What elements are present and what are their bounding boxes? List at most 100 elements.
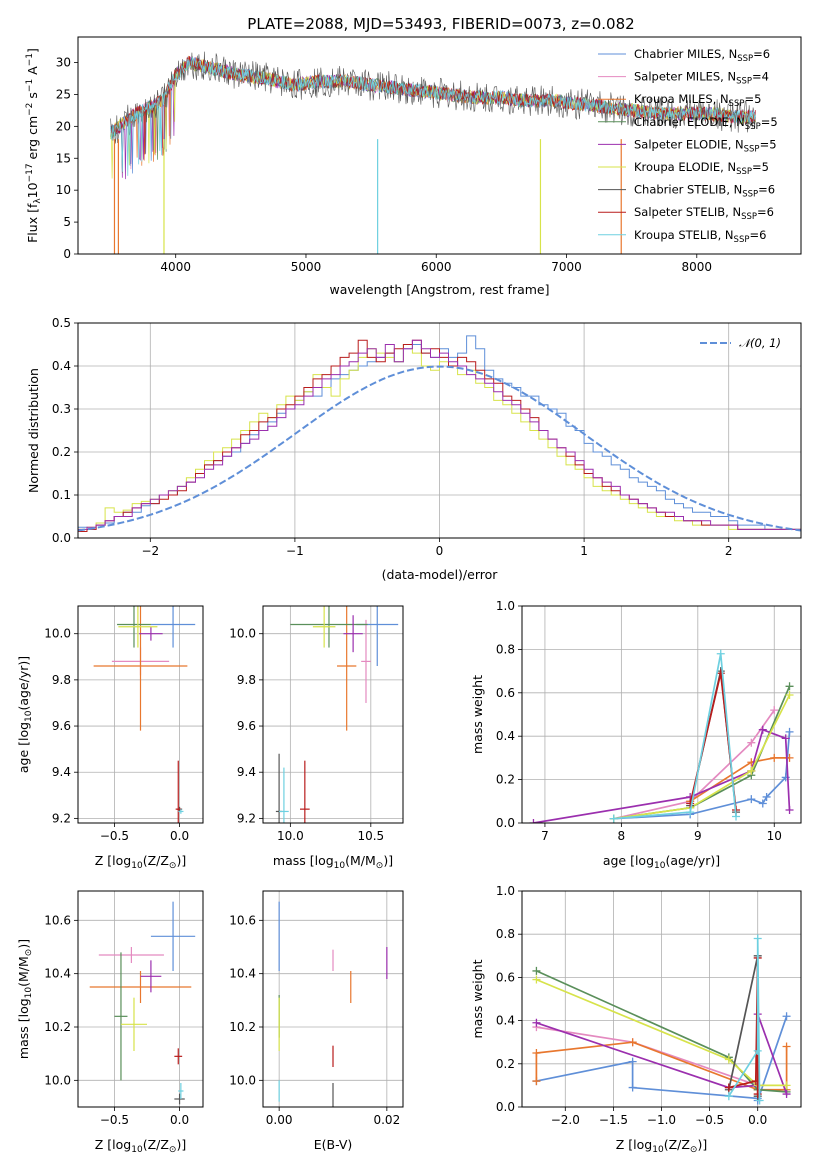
y-tick-label: 1.0: [496, 599, 515, 613]
weight-marker: [747, 795, 756, 804]
axes-mass-vs-Z: −0.5 0.0 10.0 10.2 10.4 10.6: [44, 891, 203, 1127]
weight-marker: [532, 975, 541, 984]
plot-area-residual-hist: [78, 335, 801, 538]
y-tick-label: 9.8: [237, 673, 256, 687]
weight-marker: [724, 1092, 733, 1101]
plot-area-weight-vs-age: [529, 649, 794, 823]
histogram-series: [78, 339, 801, 538]
legend-label: Salpeter MILES, NSSP=4: [634, 70, 769, 87]
x-axis-label: Z [log10(Z/Z⊙)]: [95, 1137, 186, 1155]
weight-marker: [782, 1012, 791, 1021]
weight-marker: [747, 766, 756, 775]
spectrum-line: [110, 56, 756, 176]
legend-label: 𝒩(0, 1): [739, 336, 781, 350]
errorbar-point: [300, 760, 310, 823]
y-tick-label: 0.2: [52, 445, 71, 459]
errorbar-point: [337, 606, 357, 731]
normal-curve: [78, 365, 801, 532]
y-tick-label: 0.0: [496, 816, 515, 830]
y-tick-label: 10.6: [229, 913, 256, 927]
x-tick-label: 6000: [421, 260, 452, 274]
y-tick-label: 15: [56, 151, 71, 165]
x-tick-label: −1: [286, 544, 304, 558]
weight-marker: [628, 1057, 637, 1066]
errorbar-point: [178, 809, 184, 814]
legend-label: Kroupa STELIB, NSSP=6: [634, 228, 766, 245]
x-tick-label: −2.0: [551, 1113, 580, 1127]
legend-label: Chabrier STELIB, NSSP=6: [634, 183, 775, 200]
x-tick-label: 0.0: [170, 829, 189, 843]
weight-marker: [755, 1096, 764, 1105]
axes-frame-age-vs-mass: [262, 605, 404, 824]
plot-area-mass-vs-Z: [89, 901, 196, 1105]
y-tick-label: 9.6: [52, 719, 71, 733]
x-tick-label: 0.00: [266, 1113, 293, 1127]
weight-marker: [732, 812, 741, 821]
x-axis-label: Z [log10(Z/Z⊙)]: [616, 1137, 707, 1155]
errorbar-point: [114, 952, 128, 1081]
weight-marker: [628, 1083, 637, 1092]
weight-marker: [716, 669, 725, 678]
weight-marker: [751, 1077, 760, 1086]
legend-label: Chabrier ELODIE, NSSP=5: [634, 115, 778, 132]
errorbar-point: [361, 619, 371, 703]
errorbar-point: [93, 606, 188, 731]
weight-marker: [686, 799, 695, 808]
spectrum-line: [110, 51, 756, 173]
y-tick-label: 9.2: [237, 811, 256, 825]
y-tick-label: 5: [63, 215, 71, 229]
axes-frame-mass-vs-Z: [77, 890, 204, 1108]
errorbar-point: [343, 615, 363, 653]
x-tick-label: 2: [725, 544, 733, 558]
plot-area-age-vs-mass: [275, 606, 399, 823]
weight-marker: [781, 734, 790, 743]
weight-marker: [532, 966, 541, 975]
x-tick-label: −1.5: [599, 1113, 628, 1127]
axes-frame-weight-vs-Z: [521, 890, 802, 1108]
x-tick-label: 0.0: [170, 1113, 189, 1127]
errorbar-point: [312, 606, 336, 648]
y-axis-label: mass [log10(M/M⊙)]: [16, 939, 34, 1059]
weight-marker: [716, 649, 725, 658]
errorbar-point: [175, 760, 181, 823]
errorbar-point: [150, 606, 196, 648]
errorbar-point: [279, 767, 289, 823]
y-tick-label: 10.0: [44, 1073, 71, 1087]
weight-marker: [762, 792, 771, 801]
weight-marker: [724, 1083, 733, 1092]
errorbar-point: [98, 947, 164, 963]
y-tick-label: 0.5: [52, 316, 71, 330]
y-tick-label: 0.2: [496, 1057, 515, 1071]
weight-marker: [758, 799, 767, 808]
errorbar-point: [174, 1048, 183, 1065]
x-tick-label: 10: [767, 829, 782, 843]
y-tick-label: 0.8: [496, 927, 515, 941]
x-axis-label: E(B-V): [314, 1137, 353, 1152]
y-tick-label: 0.6: [496, 686, 515, 700]
weight-line: [536, 1016, 788, 1101]
y-tick-label: 30: [56, 56, 71, 70]
x-axis-label: Z [log10(Z/Z⊙)]: [95, 853, 186, 871]
x-tick-label: 0.0: [748, 1113, 767, 1127]
weight-marker: [782, 1090, 791, 1099]
legend-label: Salpeter ELODIE, NSSP=5: [634, 137, 777, 154]
y-tick-label: 10.2: [44, 1020, 71, 1034]
weight-marker: [770, 706, 779, 715]
x-tick-label: −0.5: [100, 829, 129, 843]
y-tick-label: 10.4: [229, 967, 256, 981]
x-tick-label: 0: [436, 544, 444, 558]
errorbar-point: [117, 606, 151, 648]
x-tick-label: 7: [541, 829, 549, 843]
y-axis-label: mass weight: [470, 959, 485, 1038]
weight-line: [613, 694, 791, 820]
figure-title: PLATE=2088, MJD=53493, FIBERID=0073, z=0…: [247, 15, 634, 33]
weight-marker: [753, 934, 762, 943]
x-tick-label: 7000: [551, 260, 582, 274]
x-tick-label: −0.5: [695, 1113, 724, 1127]
weight-line: [613, 653, 737, 820]
weight-marker: [785, 690, 794, 699]
axes-frame-weight-vs-age: [521, 605, 802, 824]
y-axis-label: Flux [fλ10−17 erg cm−2 s−1 A−1]: [25, 48, 43, 243]
weight-marker: [529, 819, 538, 823]
